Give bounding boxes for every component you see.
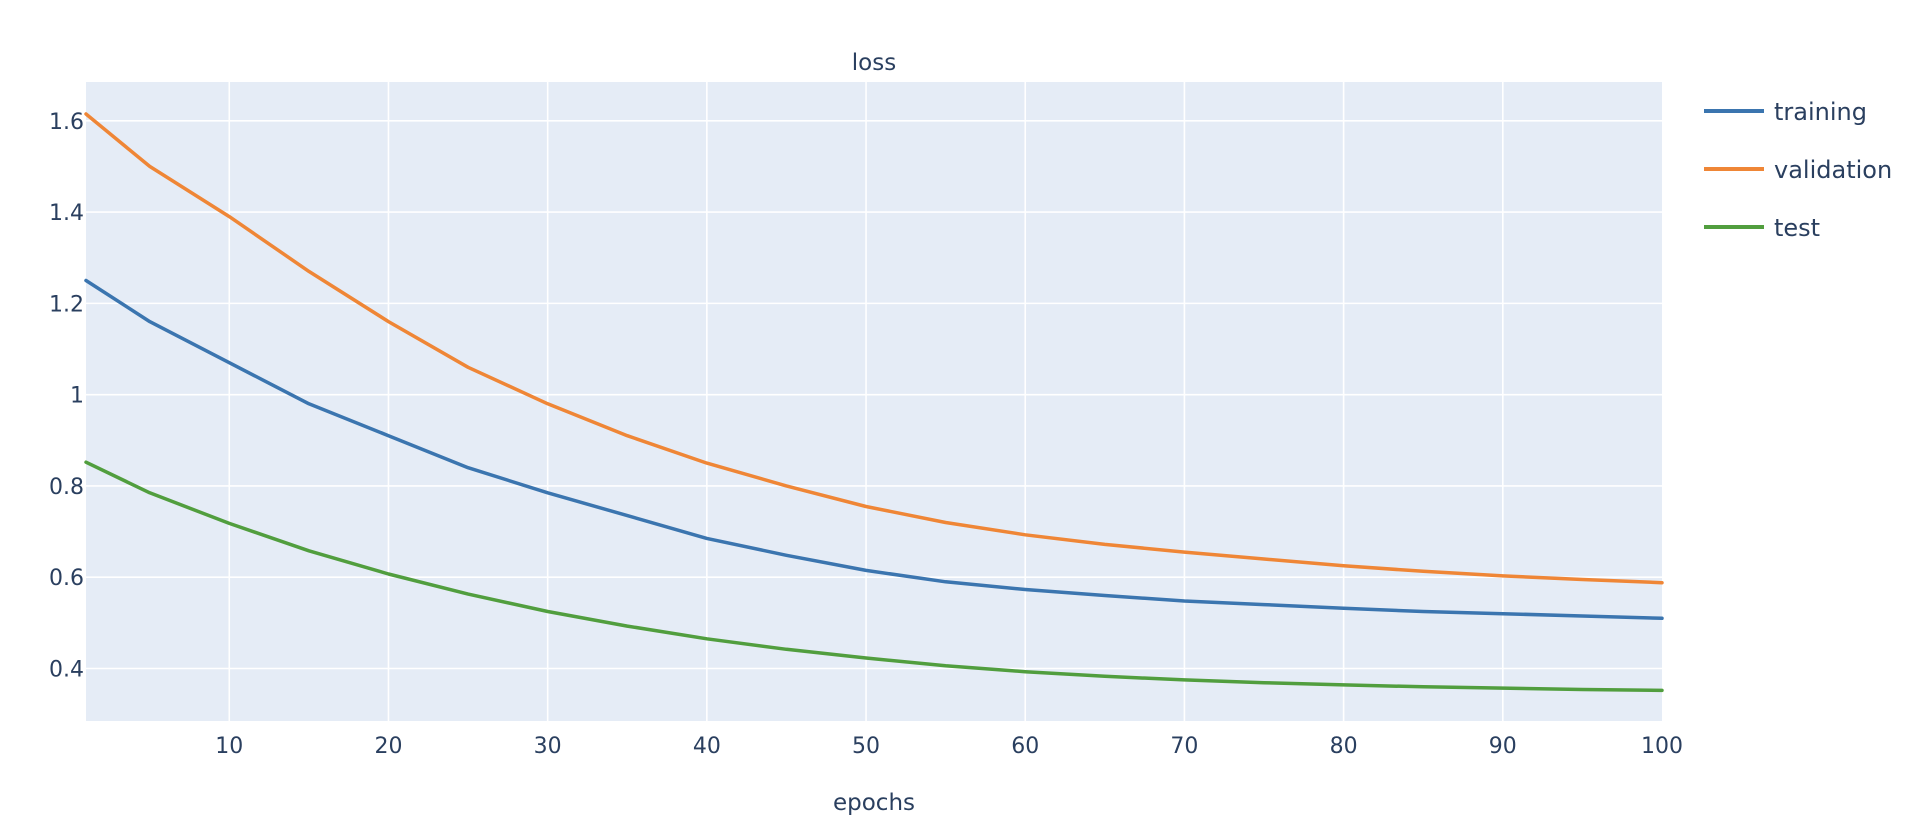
legend-label: test [1774,214,1820,242]
chart-title: loss [852,50,896,76]
x-gridlines [228,82,1504,721]
x-axis-ticks: 10 20 30 40 50 60 70 80 90 100 [215,734,1683,759]
plot-area [86,82,1662,721]
x-tick-label: 100 [1641,734,1683,759]
series-line-validation [84,112,1664,585]
x-tick-label: 20 [374,734,402,759]
legend-label: training [1774,98,1867,126]
series-lines [84,112,1664,693]
y-gridlines [86,119,1662,670]
y-tick-label: 0.8 [49,475,84,500]
x-tick-label: 40 [693,734,721,759]
x-tick-label: 80 [1330,734,1358,759]
y-tick-label: 1 [70,384,84,409]
x-tick-label: 50 [852,734,880,759]
series-line-test [84,460,1664,693]
y-tick-label: 1.4 [49,201,84,226]
legend-item-training[interactable]: training [1704,98,1867,126]
x-tick-label: 10 [215,734,243,759]
series-line-training [84,278,1664,621]
legend[interactable]: training validation test [1704,98,1892,242]
x-tick-label: 70 [1170,734,1198,759]
x-tick-label: 30 [534,734,562,759]
y-tick-label: 1.6 [49,110,84,135]
x-tick-label: 60 [1011,734,1039,759]
y-tick-label: 0.4 [49,658,84,683]
legend-label: validation [1774,156,1892,184]
x-axis-title: epochs [833,790,915,816]
x-tick-label: 90 [1489,734,1517,759]
legend-item-validation[interactable]: validation [1704,156,1892,184]
y-tick-label: 0.6 [49,566,84,591]
y-tick-label: 1.2 [49,292,84,317]
legend-item-test[interactable]: test [1704,214,1820,242]
y-axis-ticks: 0.4 0.6 0.8 1 1.2 1.4 1.6 [49,110,84,683]
